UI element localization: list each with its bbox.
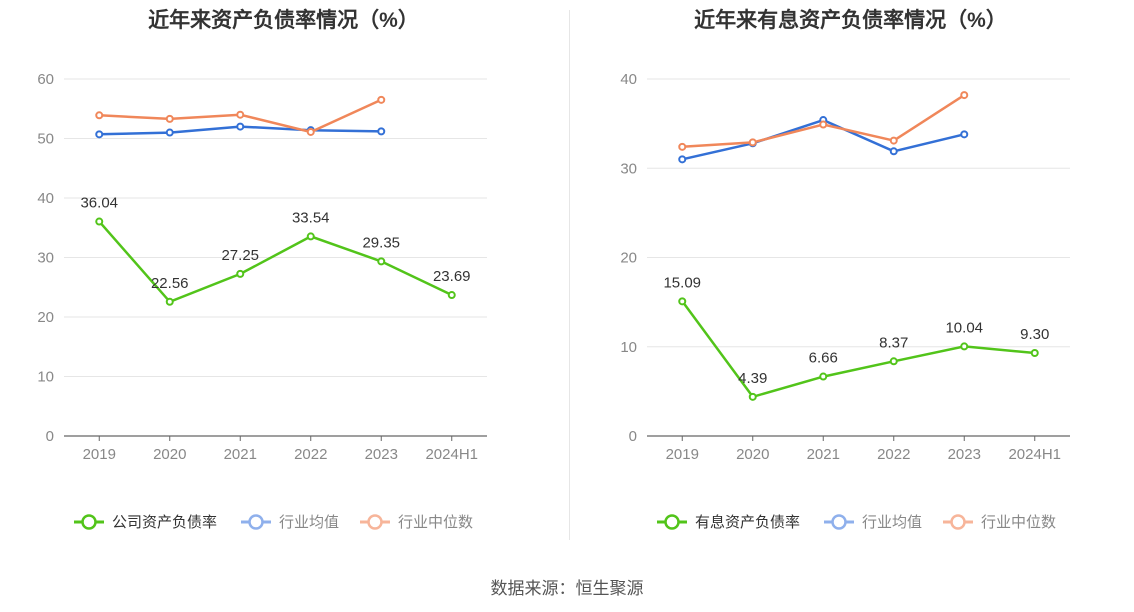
data-label: 22.56 [151,275,189,292]
legend-label: 行业均值 [279,514,339,531]
legend-item: 有息资产负债率 [657,514,800,531]
data-label: 27.25 [221,247,259,264]
data-point [165,114,174,123]
legend-marker [664,514,680,530]
data-point [377,127,386,136]
x-tick-label: 2021 [807,446,840,463]
data-point [819,120,828,129]
legend-label: 行业均值 [862,514,922,531]
y-tick-label: 40 [620,71,637,88]
left-chart-title: 近年来资产负债率情况（%） [148,9,419,32]
data-point [889,136,898,145]
legend-marker [950,514,966,530]
legend-label: 公司资产负债率 [112,514,217,531]
data-point [306,127,315,136]
data-point [447,291,456,300]
right-chart-title: 近年来有息资产负债率情况（%） [694,9,1007,32]
y-tick-label: 60 [37,71,54,88]
left-line-chart: 0 10 20 30 40 50 60 2019 2020 2021 2022 2023 2024H1 3… [37,71,487,531]
legend-marker [367,514,383,530]
legend-marker [81,514,97,530]
data-label: 6.66 [809,350,838,367]
series-line [681,300,1035,399]
data-label: 33.54 [292,209,330,226]
y-tick-label: 40 [37,190,54,207]
y-tick-label: 30 [37,250,54,267]
data-point [960,342,969,351]
data-point [377,95,386,104]
data-label: 8.37 [879,334,908,351]
x-tick-label: 2022 [877,446,910,463]
left-chart-panel: 近年来资产负债率情况（%） 0 10 20 30 40 50 60 2019 2020 2021 2… [0,0,567,560]
x-tick-label: 2020 [153,446,186,463]
data-point [95,111,104,120]
x-tick-label: 2022 [294,446,327,463]
data-label: 4.39 [738,370,767,387]
data-point [678,297,687,306]
data-point [1030,348,1039,357]
data-point [236,122,245,131]
data-point [165,128,174,137]
right-line-chart: 0 10 20 30 40 2019 2020 2021 2022 2023 2024H1 15.09… [620,71,1070,531]
legend-item: 公司资产负债率 [74,514,217,531]
legend-item: 行业中位数 [360,514,473,531]
data-point [95,217,104,226]
panel-divider [569,10,570,540]
y-tick-label: 20 [37,309,54,326]
y-tick-label: 10 [620,339,637,356]
data-label: 10.04 [945,319,983,336]
x-tick-label: 2019 [666,446,699,463]
y-tick-label: 0 [629,428,637,445]
legend-item: 行业均值 [241,514,339,531]
data-point [306,232,315,241]
data-point [95,130,104,139]
x-tick-label: 2020 [736,446,769,463]
data-point [889,147,898,156]
y-tick-label: 10 [37,369,54,386]
data-label: 9.30 [1020,326,1049,343]
data-point [236,110,245,119]
data-point [377,257,386,266]
x-tick-label: 2019 [83,446,116,463]
data-label: 15.09 [663,274,701,291]
y-tick-label: 50 [37,131,54,148]
data-point [678,155,687,164]
data-point [748,392,757,401]
data-label: 23.69 [433,268,471,285]
legend-item: 行业均值 [824,514,922,531]
data-point [236,269,245,278]
data-point [165,297,174,306]
legend-item: 行业中位数 [943,514,1056,531]
series-line [98,220,453,304]
data-point [819,372,828,381]
data-label: 29.35 [362,234,400,251]
right-chart-panel: 近年来有息资产负债率情况（%） 0 10 20 30 40 2019 2020 2021 202… [567,0,1134,560]
legend-label: 行业中位数 [398,514,473,531]
data-source-note: 数据来源：恒生聚源 [490,579,644,598]
legend-marker [831,514,847,530]
data-point [748,138,757,147]
x-tick-label: 2021 [224,446,257,463]
y-tick-label: 0 [46,428,54,445]
x-tick-label: 2023 [948,446,981,463]
legend-label: 有息资产负债率 [695,514,800,531]
data-point [960,91,969,100]
data-label: 36.04 [80,195,118,212]
legend-marker [248,514,264,530]
y-tick-label: 20 [620,250,637,267]
legend-label: 行业中位数 [981,514,1056,531]
x-tick-label: 2024H1 [425,446,478,463]
x-tick-label: 2024H1 [1008,446,1061,463]
data-point [889,357,898,366]
data-point [678,142,687,151]
y-tick-label: 30 [620,160,637,177]
x-tick-label: 2023 [365,446,398,463]
data-point [960,130,969,139]
